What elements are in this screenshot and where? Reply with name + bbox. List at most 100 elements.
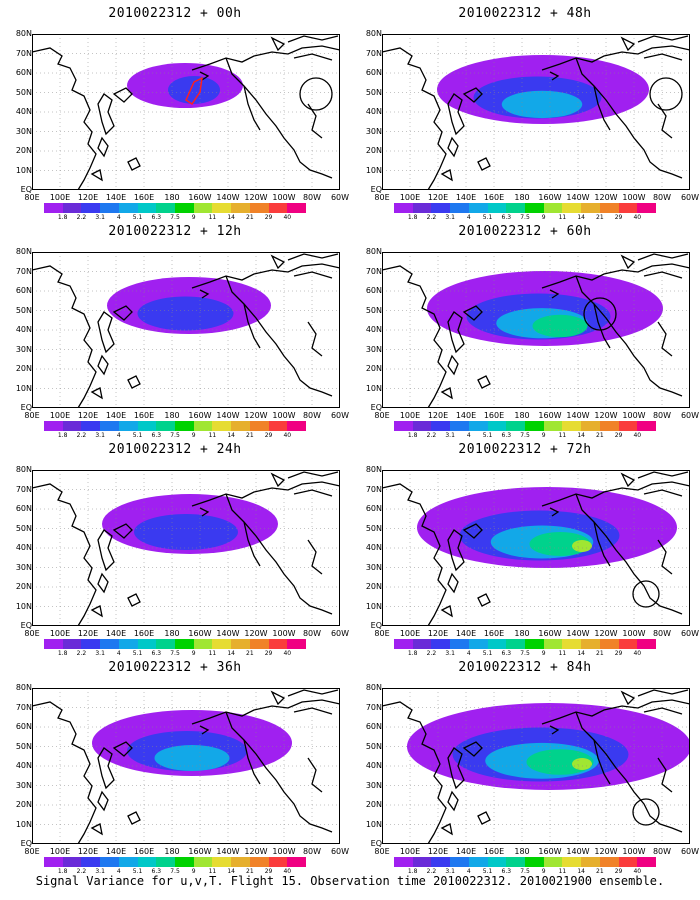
lon-label: 120W xyxy=(244,847,268,856)
colorbar xyxy=(394,639,657,649)
colorbar-swatch xyxy=(412,857,432,867)
colorbar-swatch xyxy=(562,203,582,213)
lon-label: 120E xyxy=(427,847,449,856)
coastline xyxy=(462,305,483,321)
coastline xyxy=(97,747,115,790)
lat-label: 80N xyxy=(365,247,382,256)
colorbar-swatch xyxy=(81,421,101,431)
coastline xyxy=(243,303,261,349)
colorbar-swatch xyxy=(581,639,600,649)
colorbar-tick-label: 11 xyxy=(558,868,567,875)
coastline xyxy=(307,539,323,575)
variance-region xyxy=(572,540,592,552)
coastline xyxy=(97,529,115,572)
colorbar-tick-label: 6.3 xyxy=(501,432,512,439)
lat-label: 20N xyxy=(365,800,382,809)
colorbar-swatch xyxy=(156,203,176,213)
coastline xyxy=(191,263,340,289)
colorbar-swatch xyxy=(487,203,507,213)
lon-label: 180 xyxy=(164,847,180,856)
coastline xyxy=(447,529,465,572)
lat-label: 30N xyxy=(15,344,32,354)
lat-label: 40N xyxy=(15,761,32,770)
coastline xyxy=(549,725,560,735)
coastline xyxy=(243,521,261,567)
colorbar-tick-label: 3.1 xyxy=(445,214,455,221)
colorbar-swatch xyxy=(525,203,544,213)
coastline xyxy=(637,689,689,715)
lon-label: 100E xyxy=(49,629,71,638)
lat-label: 80N xyxy=(365,465,382,474)
lat-label: 80N xyxy=(365,683,382,692)
coastline xyxy=(620,690,636,706)
colorbar-tick-label: 4 xyxy=(116,650,121,657)
colorbar-swatch xyxy=(637,421,657,431)
lon-label: 60W xyxy=(680,411,700,420)
lat-label: 20N xyxy=(365,582,382,591)
lat-label: 30N xyxy=(15,780,32,790)
colorbar-swatch xyxy=(100,639,119,649)
lon-label: 100E xyxy=(49,847,71,856)
coastline xyxy=(447,572,459,594)
lat-label: 80N xyxy=(15,247,32,256)
colorbar-swatch xyxy=(468,639,488,649)
coastline xyxy=(657,321,673,357)
colorbar-labels: 1.8 2.2 3.1 4 5.1 6.3 7.5 9 11 14 21 29 40 xyxy=(394,432,656,440)
colorbar-tick-label: 4 xyxy=(466,214,471,221)
colorbar-tick-label: 40 xyxy=(633,432,642,439)
coastline xyxy=(657,539,673,575)
lon-label: 160W xyxy=(188,847,212,856)
map-panel: 2010022312 + 12h 80N 70N 60N 50N 40N 30N 20N 10N… xyxy=(10,218,349,439)
colorbar-swatch xyxy=(212,857,232,867)
colorbar-swatch xyxy=(525,639,544,649)
variance-map xyxy=(382,252,690,408)
colorbar-swatch xyxy=(599,857,619,867)
colorbar-labels: 1.8 2.2 3.1 4 5.1 6.3 7.5 9 11 14 21 29 40 xyxy=(44,650,306,658)
colorbar-tick-label: 3.1 xyxy=(95,214,105,221)
lon-label: 160E xyxy=(133,629,155,638)
coastline xyxy=(97,136,109,158)
lon-label: 140E xyxy=(455,411,477,420)
colorbar-tick-label: 29 xyxy=(614,868,623,875)
variance-region xyxy=(154,745,230,771)
colorbar-swatch xyxy=(450,421,469,431)
lat-label: 50N xyxy=(365,87,382,97)
colorbar-tick-label: 1.8 xyxy=(407,432,418,439)
colorbar-swatch xyxy=(618,421,638,431)
lon-label: 80W xyxy=(652,411,672,420)
lon-label: 140W xyxy=(216,629,240,638)
colorbar-swatch xyxy=(431,203,451,213)
colorbar-swatch xyxy=(249,639,269,649)
colorbar-swatch xyxy=(599,203,619,213)
lat-label: 70N xyxy=(15,484,32,494)
colorbar-swatch xyxy=(268,203,288,213)
coastline xyxy=(307,321,323,357)
lon-label: 80E xyxy=(24,193,40,202)
lat-label: 70N xyxy=(15,48,32,58)
coastline xyxy=(541,263,690,289)
lat-label: 80N xyxy=(15,29,32,38)
lon-label: 100E xyxy=(49,193,71,202)
colorbar-tick-label: 5.1 xyxy=(132,214,143,221)
variance-region xyxy=(137,296,234,331)
map-panel: 2010022312 + 60h 80N 70N 60N 50N 40N 30N 20N 10N… xyxy=(360,218,699,439)
colorbar-tick-label: 7.5 xyxy=(170,214,180,221)
colorbar-tick-label: 9 xyxy=(541,650,546,657)
colorbar-swatch xyxy=(506,203,526,213)
lat-label: EQ xyxy=(20,403,32,412)
colorbar-swatch xyxy=(175,639,194,649)
coastline xyxy=(270,690,286,706)
lat-label: 30N xyxy=(365,780,382,790)
colorbar-swatch xyxy=(100,421,119,431)
colorbar-swatch xyxy=(637,203,657,213)
coastline xyxy=(447,790,459,812)
coastline xyxy=(447,311,465,354)
lon-label: 160W xyxy=(188,629,212,638)
colorbar-swatch xyxy=(175,421,194,431)
colorbar-swatch xyxy=(268,421,288,431)
coastline xyxy=(549,507,560,517)
colorbar-tick-label: 40 xyxy=(283,650,292,657)
coastline xyxy=(382,47,447,190)
colorbar-swatch xyxy=(118,857,138,867)
colorbar-tick-label: 29 xyxy=(614,432,623,439)
